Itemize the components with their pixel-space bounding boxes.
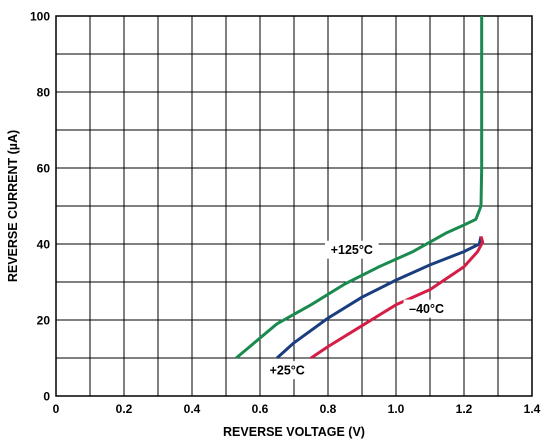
annotation-background bbox=[403, 299, 450, 318]
series-annotation-2: –40°C bbox=[403, 299, 450, 318]
x-tick-label: 1.0 bbox=[388, 402, 405, 416]
x-tick-label: 0.4 bbox=[184, 402, 201, 416]
x-axis-label: REVERSE VOLTAGE (V) bbox=[223, 425, 365, 439]
y-tick-label: 80 bbox=[37, 86, 51, 100]
series-lines bbox=[235, 16, 485, 360]
series-annotation-0: +125°C bbox=[325, 240, 379, 259]
x-axis-ticks: 0 0.2 0.4 0.6 0.8 1.0 1.2 1.4 bbox=[53, 402, 541, 416]
y-tick-label: 0 bbox=[43, 390, 50, 404]
series-annotations: +125°C +25°C –40°C bbox=[264, 240, 450, 380]
annotation-text: +125°C bbox=[331, 243, 373, 257]
annotation-background bbox=[264, 361, 311, 380]
x-tick-label: 0.8 bbox=[320, 402, 337, 416]
y-axis-ticks: 0 20 40 60 80 100 bbox=[30, 10, 50, 404]
x-tick-label: 0.2 bbox=[116, 402, 133, 416]
y-tick-label: 40 bbox=[37, 238, 51, 252]
x-tick-label: 0 bbox=[53, 402, 60, 416]
y-tick-label: 60 bbox=[37, 162, 51, 176]
series-annotation-1: +25°C bbox=[264, 361, 311, 380]
y-axis-label: REVERSE CURRENT (µA) bbox=[6, 130, 20, 282]
x-tick-label: 1.4 bbox=[524, 402, 541, 416]
x-tick-label: 1.2 bbox=[456, 402, 473, 416]
plot-frame bbox=[55, 15, 533, 397]
grid bbox=[56, 16, 532, 396]
series-line-1 bbox=[276, 236, 483, 360]
annotation-text: –40°C bbox=[409, 302, 444, 316]
series-line-2 bbox=[310, 235, 485, 360]
y-tick-label: 20 bbox=[37, 314, 51, 328]
annotation-text: +25°C bbox=[270, 364, 305, 378]
x-tick-label: 0.6 bbox=[252, 402, 269, 416]
series-line-0 bbox=[235, 16, 484, 360]
y-tick-label: 100 bbox=[30, 10, 50, 24]
annotation-background bbox=[325, 240, 379, 259]
